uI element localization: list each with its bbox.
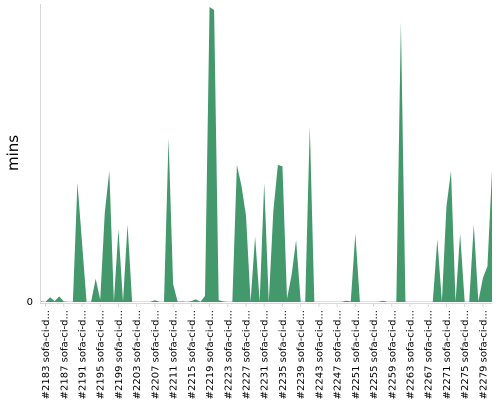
y-axis-label: mins <box>4 135 22 171</box>
x-tick-label: #2259 sofa-ci-d... <box>387 310 398 399</box>
x-tick-label: #2219 sofa-ci-d... <box>205 310 216 399</box>
x-tick-label: #2187 sofa-ci-d... <box>59 310 70 399</box>
x-tick-label: #2247 sofa-ci-d... <box>333 310 344 399</box>
x-tick-label: #2199 sofa-ci-d... <box>114 310 125 399</box>
x-tick-label: #2255 sofa-ci-d... <box>369 310 380 399</box>
x-tick-label: #2243 sofa-ci-d... <box>314 310 325 399</box>
x-tick-label: #2275 sofa-ci-d... <box>460 310 471 399</box>
y-tick-label-0: 0 <box>27 297 33 308</box>
area-series-fill <box>41 6 492 302</box>
x-tick-labels: #2183 sofa-ci-d... #2187 sofa-ci-d... #219… <box>41 310 489 399</box>
x-tick-label: #2239 sofa-ci-d... <box>296 310 307 399</box>
x-tick-label: #2235 sofa-ci-d... <box>278 310 289 399</box>
x-tick-label: #2251 sofa-ci-d... <box>351 310 362 399</box>
x-tick-label: #2231 sofa-ci-d... <box>260 310 271 399</box>
x-tick-label: #2191 sofa-ci-d... <box>78 310 89 399</box>
x-tick-label: #2207 sofa-ci-d... <box>150 310 161 399</box>
x-tick-label: #2267 sofa-ci-d... <box>424 310 435 399</box>
x-tick-label: #2263 sofa-ci-d... <box>406 310 417 399</box>
x-tick-marks <box>45 303 484 307</box>
x-tick-label: #2223 sofa-ci-d... <box>223 310 234 399</box>
x-tick-label: #2203 sofa-ci-d... <box>132 310 143 399</box>
area-layer <box>41 6 492 302</box>
x-tick-label: #2215 sofa-ci-d... <box>187 310 198 399</box>
x-tick-label: #2227 sofa-ci-d... <box>242 310 253 399</box>
x-tick-label: #2279 sofa-ci-d... <box>478 310 489 399</box>
x-tick-label: #2271 sofa-ci-d... <box>442 310 453 399</box>
x-tick-label: #2183 sofa-ci-d... <box>41 310 52 399</box>
x-tick-label: #2211 sofa-ci-d... <box>169 310 180 399</box>
x-tick-label: #2195 sofa-ci-d... <box>96 310 107 399</box>
